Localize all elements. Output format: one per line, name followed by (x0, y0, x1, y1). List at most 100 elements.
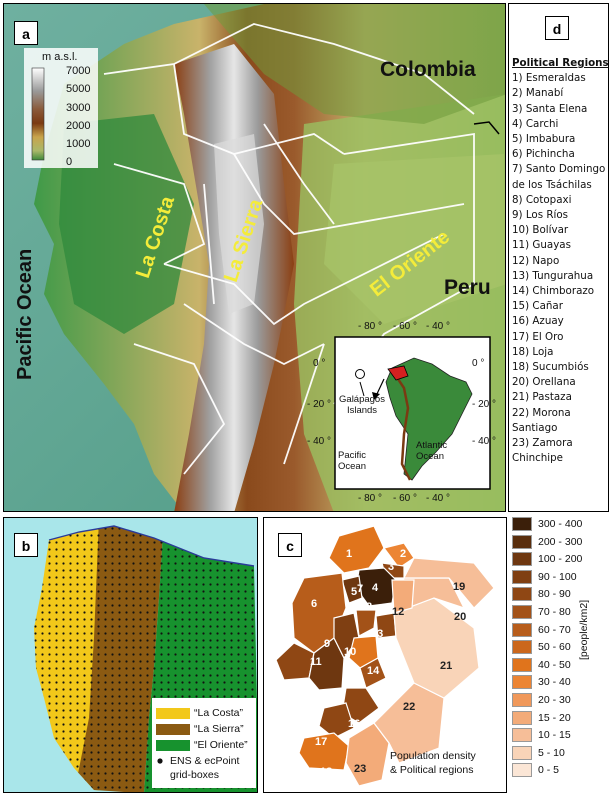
inset-bottom-tick-40: - 40 ° (426, 493, 451, 504)
population-caption-line1: Population density (390, 750, 476, 762)
region-number-label: 17 (315, 736, 328, 748)
legend-swatch (512, 693, 532, 707)
inset-right-tick-40: - 40 ° (472, 436, 497, 447)
label-colombia: Colombia (380, 58, 476, 81)
region-number-label: 23 (354, 763, 367, 775)
legend-label: 200 - 300 (538, 535, 583, 548)
inset-atlantic-label: Atlantic Ocean (416, 440, 448, 462)
region-item-11: 11) Guayas (512, 239, 571, 252)
region-number-label: 1 (346, 548, 353, 560)
inset-left-tick-20: - 20 ° (307, 399, 332, 410)
panel-b-label: b (14, 533, 38, 557)
legend-label: 80 - 90 (538, 588, 571, 601)
legend-swatch (512, 728, 532, 743)
region-item-7: 7) Santo Domingo de los Tsáchilas (512, 163, 606, 191)
panel-a-topographic-map: a m a.s.l. 7000 5000 3000 2000 1000 0 Co… (3, 3, 506, 512)
region-item-17: 17) El Oro (512, 330, 564, 343)
legend-la-sierra: “La Sierra” (194, 723, 244, 735)
population-unit-label: [people/km2] (578, 599, 590, 660)
region-number-label: 6 (311, 598, 318, 610)
legend-swatch (512, 534, 532, 549)
region-number-label: 15 (375, 681, 388, 693)
inset-top-tick-60: - 60 ° (393, 321, 418, 332)
legend-label: 300 - 400 (538, 518, 583, 530)
region-number-label: 21 (440, 660, 453, 672)
region-item-5: 5) Imbabura (512, 133, 576, 146)
region-item-20: 20) Orellana (512, 376, 576, 389)
elevation-tick-5000: 5000 (66, 83, 91, 95)
region-item-6: 6) Pichincha (512, 148, 575, 161)
region-item-8: 8) Cotopaxi (512, 193, 572, 206)
legend-label: 90 - 100 (538, 570, 577, 583)
region-number-label: 12 (392, 606, 405, 618)
legend-swatch (512, 622, 532, 637)
legend-swatch (512, 605, 532, 619)
legend-la-costa: “La Costa” (194, 707, 244, 719)
elevation-unit: m a.s.l. (42, 51, 78, 63)
region-number-label: 22 (403, 701, 416, 713)
panel-c-population-map: c 1 2 3 4 5 6 7 8 9 10 11 12 13 14 15 16 17 18 19 20 21 22 23 … (263, 517, 507, 793)
legend-swatch (512, 710, 532, 725)
legend-grid-boxes-line2: grid-boxes (170, 769, 220, 781)
legend-swatch (512, 587, 532, 602)
legend-label: 40 - 50 (538, 658, 571, 671)
legend-label: 10 - 15 (538, 729, 571, 742)
legend-swatch (512, 763, 532, 778)
region-item-9: 9) Los Ríos (512, 209, 569, 222)
inset-pacific-label: Pacific Ocean (338, 450, 366, 472)
inset-top-tick-40: - 40 ° (426, 321, 451, 332)
region-item-19: 18) Sucumbiós (512, 361, 589, 374)
region-item-2: 2) Manabí (512, 87, 564, 100)
region-number-label: 13 (371, 628, 384, 640)
region-number-label: 10 (344, 646, 357, 658)
legend-label: 50 - 60 (538, 641, 571, 654)
legend-swatch (512, 745, 532, 760)
label-peru: Peru (444, 276, 491, 299)
label-pacific-ocean: Pacific Ocean (14, 248, 36, 380)
region-item-1: 1) Esmeraldas (512, 72, 586, 85)
legend-label: 5 - 10 (538, 746, 565, 759)
region-number-label: 8 (366, 601, 373, 613)
region-number-label: 16 (348, 718, 361, 730)
inset-right-tick-0: 0 ° (472, 358, 485, 369)
region-item-21: 21) Pastaza (512, 391, 572, 404)
legend-swatch (512, 640, 532, 655)
population-map-graphic (264, 518, 506, 792)
elevation-tick-7000: 7000 (66, 65, 91, 77)
population-caption-line2: & Political regions (390, 764, 474, 776)
panel-c-label: c (278, 533, 302, 557)
elevation-tick-0: 0 (66, 156, 73, 168)
elevation-tick-3000: 3000 (66, 102, 91, 114)
panel-a-label: a (14, 21, 38, 45)
region-item-18: 18) Loja (512, 345, 554, 358)
region-number-label: 19 (453, 581, 466, 593)
elevation-tick-2000: 2000 (66, 120, 91, 132)
legend-label: 20 - 30 (538, 694, 571, 706)
region-item-15: 15) Cañar (512, 300, 563, 313)
inset-left-tick-0: 0 ° (313, 358, 326, 369)
legend-swatch (512, 657, 532, 672)
grid-map-graphic (4, 518, 257, 792)
region-number-label: 20 (454, 611, 467, 623)
region-number-label: 9 (324, 638, 331, 650)
legend-swatch (512, 517, 532, 531)
inset-bottom-tick-80: - 80 ° (358, 493, 383, 504)
region-number-label: 11 (310, 656, 322, 668)
topographic-map-graphic (4, 4, 505, 511)
region-number-label: 7 (357, 583, 364, 595)
region-item-14: 14) Chimborazo (512, 285, 595, 298)
elevation-tick-1000: 1000 (66, 138, 91, 150)
region-number-label: 2 (400, 548, 407, 560)
region-item-3: 3) Santa Elena (512, 102, 588, 115)
region-item-13: 13) Tungurahua (512, 269, 594, 282)
region-number-label: 4 (372, 582, 379, 594)
political-regions-title: Political Regions (512, 57, 609, 69)
inset-left-tick-40: - 40 ° (307, 436, 332, 447)
panel-d-label: d (545, 16, 569, 40)
region-item-16: 16) Azuay (512, 315, 564, 328)
legend-label: 100 - 200 (538, 553, 583, 566)
legend-grid-boxes-line1: ENS & ecPoint (170, 755, 240, 767)
region-item-12: 12) Napo (512, 254, 560, 267)
region-number-label: 3 (388, 561, 395, 573)
region-number-label: 5 (351, 586, 358, 598)
